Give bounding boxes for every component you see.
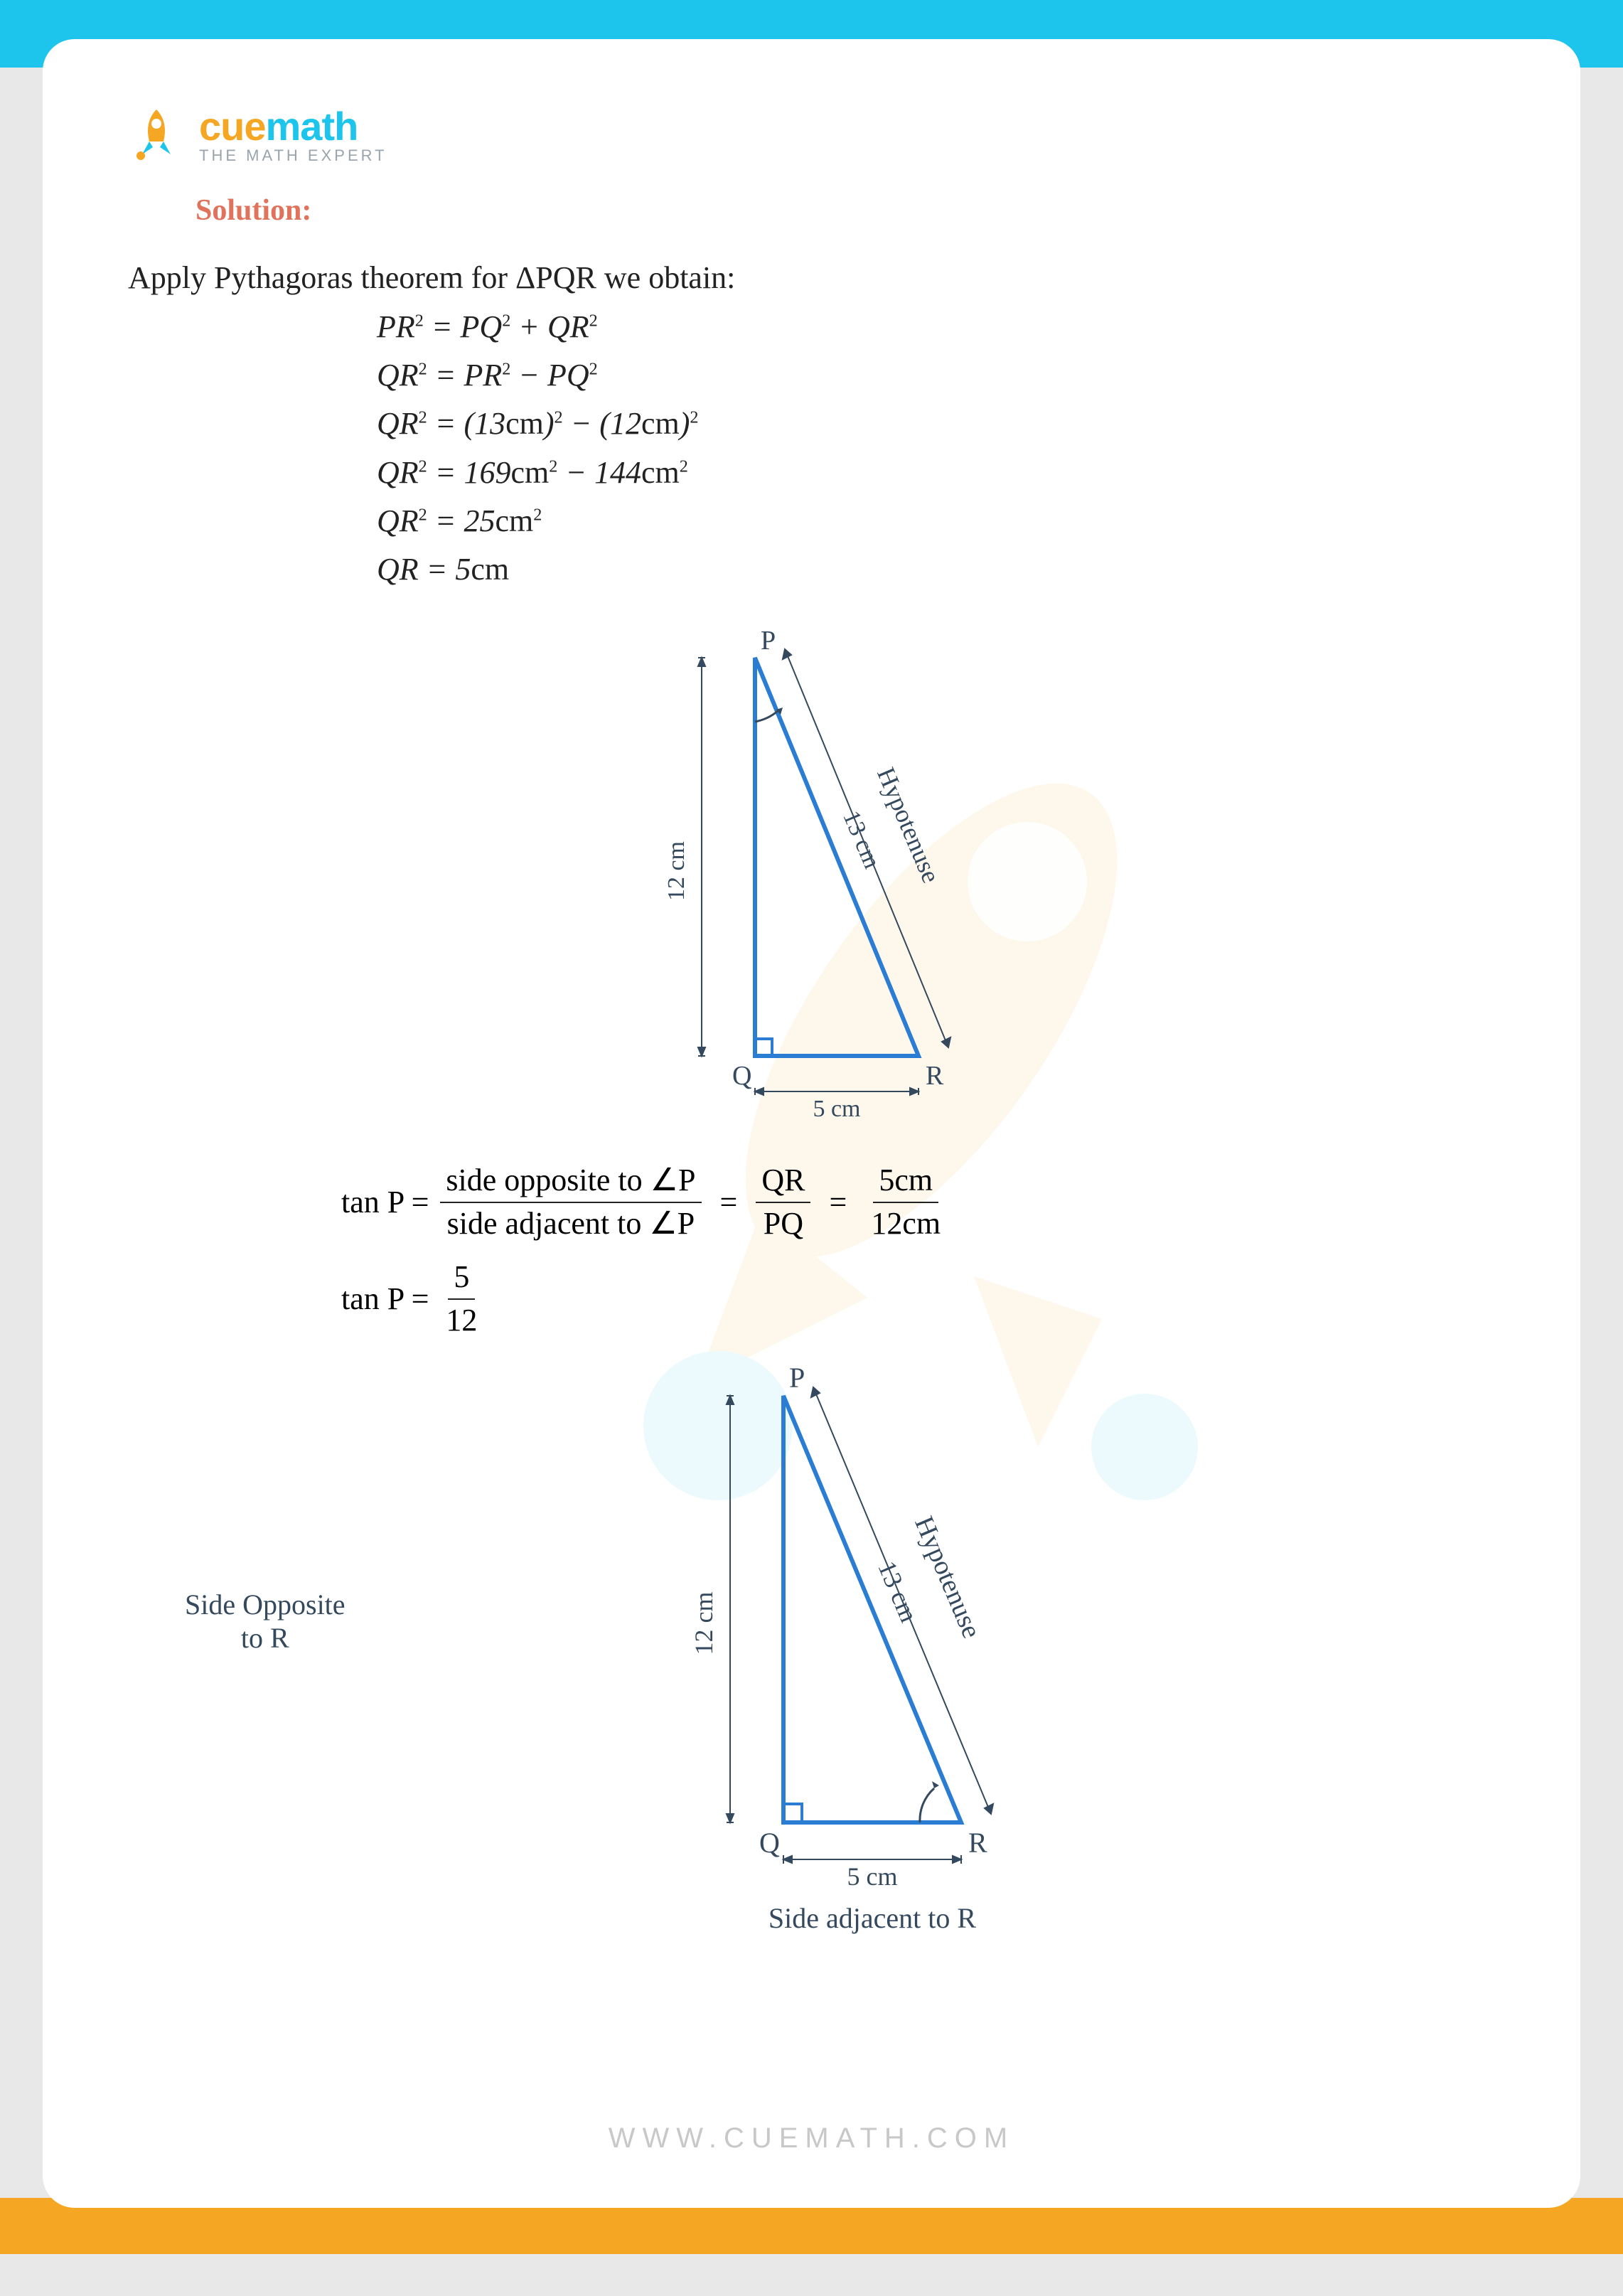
tanP-den-words: side adjacent to ∠P — [441, 1203, 701, 1242]
math-line-6: QR = 5cm — [377, 545, 1495, 594]
t2-Q: Q — [759, 1827, 780, 1859]
t2-pq-label: 12 cm — [690, 1591, 718, 1655]
t2-hyp-label: Hypotenuse — [909, 1512, 987, 1643]
tanP-lhs: tan P = — [341, 1184, 429, 1220]
math-line-3: QR2 = (13cm)2 − (12cm)2 — [377, 400, 1495, 448]
triangle-figure-1: 12 cm P Q R — [128, 615, 1495, 1127]
rocket-icon — [128, 106, 185, 163]
pythagoras-derivation: PR2 = PQ2 + QR2 QR2 = PR2 − PQ2 QR2 = (1… — [377, 303, 1495, 594]
t1-hyp-label: Hypotenuse — [872, 763, 946, 887]
math-line-2: QR2 = PR2 − PQ2 — [377, 351, 1495, 400]
brand-logo: cuemath THE MATH EXPERT — [128, 103, 1495, 165]
t1-P: P — [761, 626, 776, 656]
brand-part1: cue — [199, 104, 266, 149]
brand-name: cuemath — [199, 103, 387, 149]
solution-label: Solution: — [195, 193, 1495, 228]
tanP-lhs2: tan P = — [341, 1281, 429, 1317]
t2-triangle — [783, 1396, 961, 1822]
triangle-figure-2: Side Opposite to R 12 cm — [128, 1360, 1495, 1943]
t2-adj-label: Side adjacent to R — [768, 1902, 975, 1934]
math-line-1: PR2 = PQ2 + QR2 — [377, 303, 1495, 351]
t2-qr-label: 5 cm — [847, 1862, 897, 1891]
t2-opp-l1: Side Opposite — [185, 1588, 346, 1621]
tanP-expression: tan P = side opposite to ∠P side adjacen… — [341, 1163, 1495, 1242]
tanP-num-sym: QR — [756, 1163, 810, 1203]
intro-text: Apply Pythagoras theorem for ΔPQR we obt… — [128, 260, 1495, 296]
t2-P: P — [789, 1362, 805, 1394]
t1-R: R — [926, 1061, 944, 1091]
math-line-5: QR2 = 25cm2 — [377, 497, 1495, 545]
brand-tagline: THE MATH EXPERT — [199, 146, 387, 165]
tanP-num-words: side opposite to ∠P — [440, 1163, 701, 1203]
t2-opp-label: Side Opposite to R — [185, 1588, 346, 1655]
tanP-result: tan P = 5 12 — [341, 1259, 1495, 1338]
eq-1: = — [713, 1184, 745, 1220]
tanP-den-sym: PQ — [758, 1203, 809, 1242]
page-outer: cuemath THE MATH EXPERT Solution: Apply … — [0, 0, 1623, 2254]
page: cuemath THE MATH EXPERT Solution: Apply … — [43, 39, 1580, 2208]
triangle-1-svg: 12 cm P Q R — [591, 615, 1032, 1127]
eq-2: = — [822, 1184, 854, 1220]
tanP-den-val: 12cm — [865, 1203, 946, 1242]
tanP-res-den: 12 — [440, 1300, 483, 1339]
tanP-res-num: 5 — [448, 1259, 475, 1300]
tanP-frac-words: side opposite to ∠P side adjacent to ∠P — [440, 1163, 701, 1242]
t2-pr-label: 13 cm — [872, 1557, 923, 1626]
t1-pq-label: 12 cm — [663, 841, 690, 901]
triangle-2-svg: 12 cm P Q R — [542, 1360, 1082, 1943]
t2-R: R — [968, 1827, 987, 1859]
t1-qr-label: 5 cm — [813, 1096, 860, 1122]
tanP-frac-val: 5cm 12cm — [865, 1163, 946, 1242]
brand-part2: math — [266, 104, 358, 149]
tanP-frac-result: 5 12 — [440, 1259, 483, 1338]
t1-pr-label: 13 cm — [837, 807, 885, 872]
t1-triangle — [755, 658, 918, 1056]
t1-Q: Q — [732, 1061, 751, 1091]
tanP-num-val: 5cm — [873, 1163, 938, 1203]
tanP-frac-sym: QR PQ — [756, 1163, 810, 1242]
t2-opp-l2: to R — [185, 1621, 346, 1655]
math-line-4: QR2 = 169cm2 − 144cm2 — [377, 449, 1495, 497]
footer-url: WWW.CUEMATH.COM — [609, 2123, 1014, 2154]
